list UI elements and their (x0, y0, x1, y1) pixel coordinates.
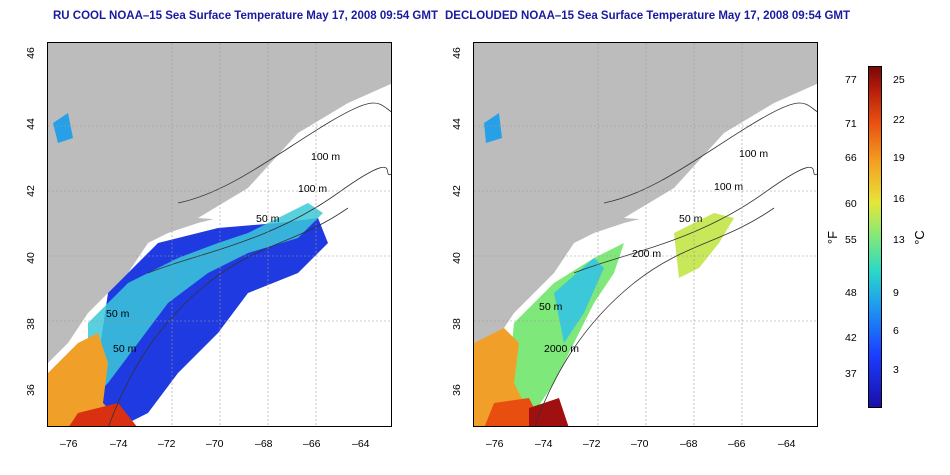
y-tick: 46 (24, 47, 37, 59)
y-tick: 44 (24, 118, 37, 130)
x-tick: –64 (778, 438, 796, 450)
colorbar-c-label: 25 (893, 74, 905, 86)
colorbar-c-label: 6 (893, 325, 899, 337)
y-tick: 42 (450, 185, 463, 197)
y-tick: 40 (24, 252, 37, 264)
right-sst-map: 100 m 100 m 50 m 200 m 50 m 2000 m (473, 42, 818, 427)
y-tick: 38 (24, 318, 37, 330)
colorbar-f-label: 77 (845, 74, 857, 86)
colorbar-f-label: 66 (845, 152, 857, 164)
colorbar-f-label: 71 (845, 118, 857, 130)
y-tick: 42 (24, 185, 37, 197)
colorbar-c-label: 22 (893, 114, 905, 126)
land-mass (474, 43, 817, 363)
x-tick: –74 (535, 438, 553, 450)
shelf-water (88, 203, 323, 403)
x-tick: –70 (631, 438, 649, 450)
contour-label: 50 m (539, 301, 563, 313)
colorbar-f-label: 60 (845, 198, 857, 210)
x-tick: –70 (206, 438, 224, 450)
warm-water (48, 333, 126, 426)
colorbar-c-label: 9 (893, 287, 899, 299)
y-tick: 36 (450, 384, 463, 396)
x-tick: –76 (60, 438, 78, 450)
contour-label: 200 m (632, 248, 662, 260)
x-tick: –66 (303, 438, 321, 450)
contour-label: 50 m (113, 343, 137, 355)
left-sst-map: 100 m 100 m 50 m 50 m 50 m (47, 42, 392, 427)
y-tick: 40 (450, 252, 463, 264)
x-tick: –72 (583, 438, 601, 450)
contour-label: 50 m (106, 308, 130, 320)
colorbar-c-label: 3 (893, 364, 899, 376)
x-tick: –68 (255, 438, 273, 450)
colorbar-f-label: 42 (845, 332, 857, 344)
colorbar-c-label: 19 (893, 152, 905, 164)
left-panel-title: RU COOL NOAA–15 Sea Surface Temperature … (53, 10, 438, 22)
y-tick: 38 (450, 318, 463, 330)
contour-label: 100 m (311, 151, 341, 163)
contour-label: 100 m (298, 183, 328, 195)
right-panel-title: DECLOUDED NOAA–15 Sea Surface Temperatur… (445, 10, 850, 22)
colorbar-c-label: 13 (893, 234, 905, 246)
contour-label: 50 m (256, 213, 280, 225)
fahrenheit-unit-label: °F (825, 230, 841, 245)
contour-label: 100 m (714, 181, 744, 193)
cold-water (88, 218, 328, 426)
y-tick: 46 (450, 47, 463, 59)
x-tick: –74 (110, 438, 128, 450)
gulf-of-maine (198, 83, 391, 223)
land-mass (48, 43, 391, 363)
contour-label: 100 m (739, 148, 769, 160)
x-tick: –72 (158, 438, 176, 450)
colorbar-f-label: 37 (845, 368, 857, 380)
colorbar-c-label: 16 (893, 193, 905, 205)
x-tick: –64 (352, 438, 370, 450)
y-tick: 44 (450, 118, 463, 130)
contour-label: 2000 m (544, 343, 580, 355)
x-tick: –68 (680, 438, 698, 450)
celsius-unit-label: °C (911, 230, 927, 245)
y-tick: 36 (24, 384, 37, 396)
colorbar-f-label: 55 (845, 234, 857, 246)
temperature-colorbar (868, 66, 882, 408)
x-tick: –66 (728, 438, 746, 450)
x-tick: –76 (486, 438, 504, 450)
contour-label: 50 m (679, 213, 703, 225)
colorbar-f-label: 48 (845, 287, 857, 299)
